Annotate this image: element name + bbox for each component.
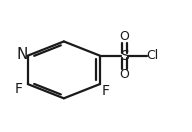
Text: Cl: Cl (146, 49, 158, 62)
Text: S: S (120, 49, 129, 63)
Text: N: N (17, 47, 28, 62)
Text: O: O (120, 30, 129, 43)
Text: F: F (14, 82, 22, 96)
Text: O: O (120, 68, 129, 81)
Text: F: F (102, 84, 110, 98)
